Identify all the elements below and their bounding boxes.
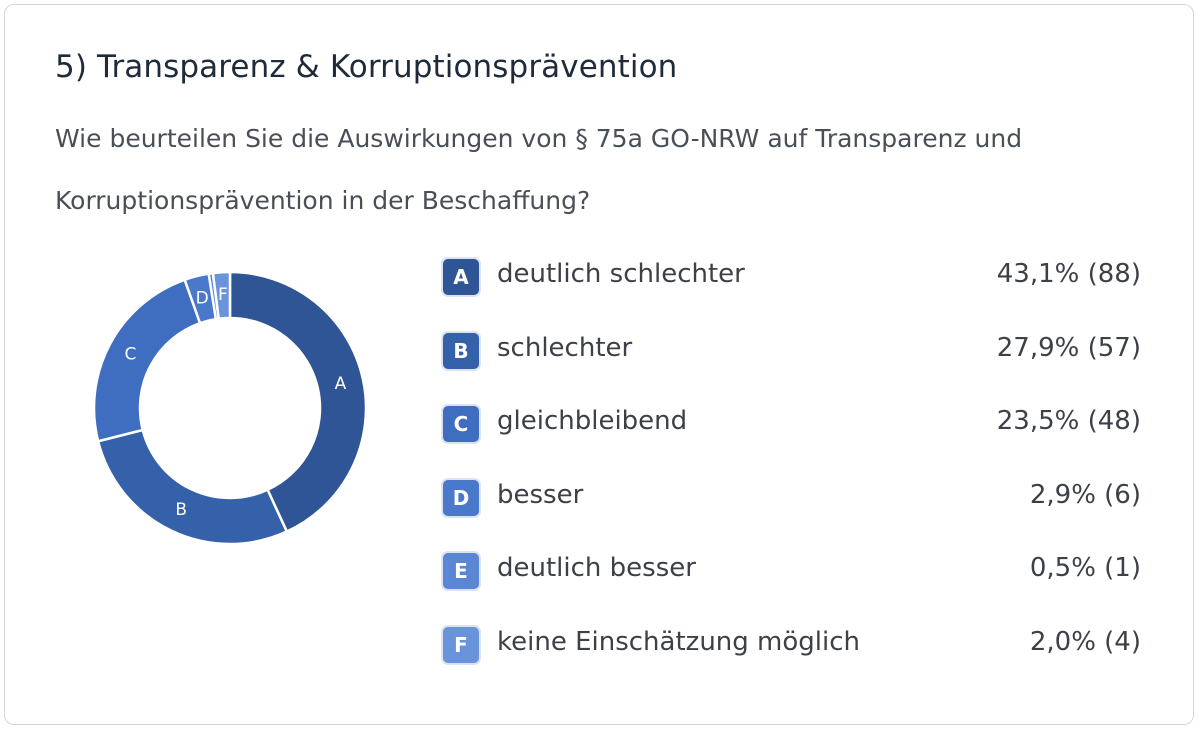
legend-label: gleichbleibend bbox=[497, 406, 688, 437]
question-title: 5) Transparenz & Korruptionsprävention bbox=[55, 49, 678, 85]
legend-label: besser bbox=[497, 479, 584, 510]
legend-value: 43,1% (88) bbox=[996, 259, 1141, 289]
legend-letter-badge: D bbox=[441, 477, 481, 518]
question-text: Wie beurteilen Sie die Auswirkungen von … bbox=[55, 124, 1023, 215]
donut-chart: A B C D F bbox=[92, 270, 368, 546]
donut-slice-label-c: C bbox=[124, 345, 136, 365]
legend-label: schlechter bbox=[497, 332, 633, 363]
legend-label: deutlich besser bbox=[497, 553, 696, 584]
donut-slice-a bbox=[228, 270, 368, 534]
donut-slice-f bbox=[211, 270, 232, 321]
legend-letter-badge: B bbox=[441, 330, 481, 371]
legend-value: 23,5% (48) bbox=[996, 406, 1141, 437]
donut-slice-label-a: A bbox=[335, 374, 347, 394]
donut-slice-label-b: B bbox=[175, 500, 187, 520]
question-card: 5) Transparenz & Korruptionsprävention W… bbox=[4, 4, 1194, 725]
donut-slice-label-d: D bbox=[196, 288, 209, 308]
legend-label: deutlich schlechter bbox=[497, 259, 745, 289]
legend-letter-badge: E bbox=[441, 551, 481, 592]
donut-slice-c bbox=[92, 278, 202, 443]
donut-slice-label-f: F bbox=[218, 285, 228, 305]
legend-value: 0,5% (1) bbox=[1029, 553, 1141, 584]
legend-letter-badge: C bbox=[441, 404, 481, 445]
legend-value: 27,9% (57) bbox=[996, 332, 1141, 363]
donut-slice-b bbox=[96, 428, 289, 546]
legend-value: 2,9% (6) bbox=[1029, 479, 1141, 510]
legend-letter-badge: F bbox=[441, 624, 481, 665]
legend-value: 2,0% (4) bbox=[1029, 626, 1141, 657]
legend-label: keine Einschätzung möglich bbox=[497, 626, 860, 657]
legend-letter-badge: A bbox=[441, 257, 481, 297]
